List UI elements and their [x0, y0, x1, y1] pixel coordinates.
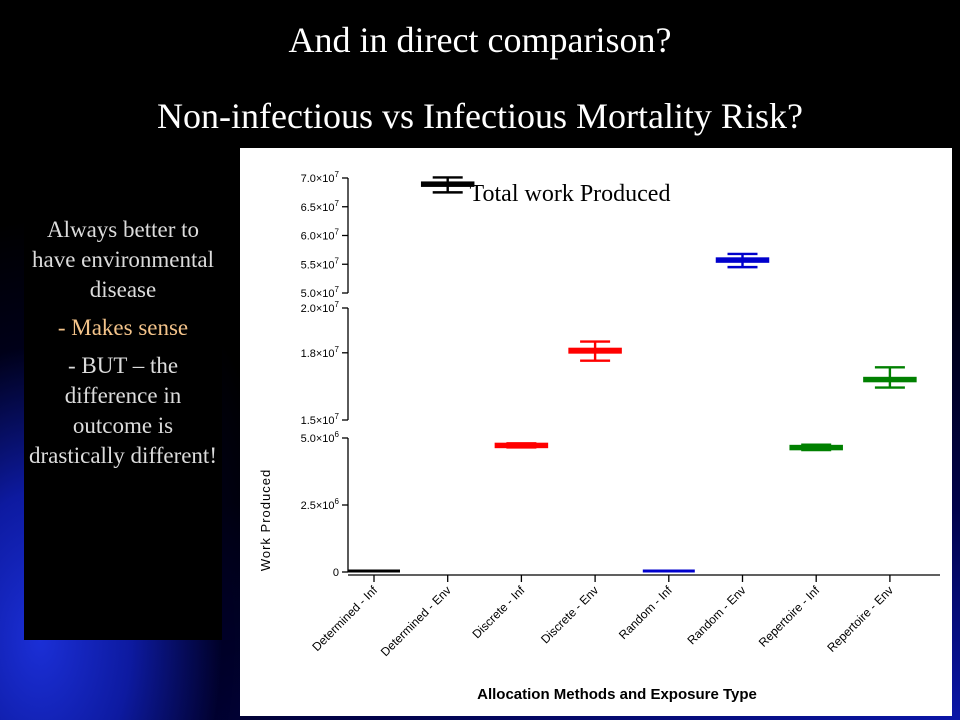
y-tick-label: 2.0×107 [301, 300, 340, 315]
chart-panel: Total work Produced Work Produced Alloca… [240, 148, 952, 716]
box-plot-chart: Total work Produced Work Produced Alloca… [258, 170, 940, 703]
commentary-panel: Always better to have environmental dise… [24, 215, 222, 640]
y-tick-label: 6.0×107 [301, 228, 340, 243]
box-6 [715, 252, 770, 269]
x-tick-label: Discrete - Inf [470, 583, 528, 641]
x-tick-label: Random - Inf [616, 583, 675, 642]
panel-line-2: - Makes sense [57, 315, 189, 340]
y-tick-label: 0 [333, 567, 339, 579]
box-2 [420, 176, 475, 194]
y-tick-label: 5.0×107 [301, 285, 340, 300]
panel-line-3: - BUT – the difference in outcome is dra… [29, 353, 217, 468]
y-tick-label: 6.5×107 [301, 199, 340, 214]
y-tick-label: 1.5×107 [301, 412, 340, 427]
y-tick-label: 5.0×106 [301, 430, 340, 445]
slide-title: And in direct comparison? [288, 20, 672, 60]
box-8 [863, 366, 917, 389]
slide-subtitle: Non-infectious vs Infectious Mortality R… [157, 96, 803, 136]
x-tick-label: Discrete - Env [538, 583, 601, 646]
y-axis-title: Work Produced [258, 469, 273, 571]
x-tick-label: Repertoire - Env [824, 583, 896, 655]
boxes-group [348, 176, 917, 573]
y-tick-label: 5.5×107 [301, 256, 340, 271]
box-7 [789, 443, 843, 452]
box-3 [494, 442, 549, 449]
panel-line-1: Always better to have environmental dise… [31, 217, 214, 302]
x-axis-title: Allocation Methods and Exposure Type [477, 686, 757, 703]
chart-annotation: Total work Produced [470, 181, 671, 207]
x-tick-label: Repertoire - Inf [756, 583, 823, 650]
y-tick-label: 2.5×106 [301, 497, 340, 512]
x-tick-label: Determined - Env [378, 583, 454, 659]
y-tick-label: 1.8×107 [301, 345, 340, 360]
box-4 [568, 340, 622, 362]
y-tick-label: 7.0×107 [301, 170, 340, 185]
x-tick-label: Random - Env [684, 583, 748, 647]
axes-group: 5.0×107 5.5×107 6.0×107 6.5×107 7.0×107 1.5×1… [301, 170, 940, 659]
x-tick-label: Determined - Inf [309, 583, 380, 654]
